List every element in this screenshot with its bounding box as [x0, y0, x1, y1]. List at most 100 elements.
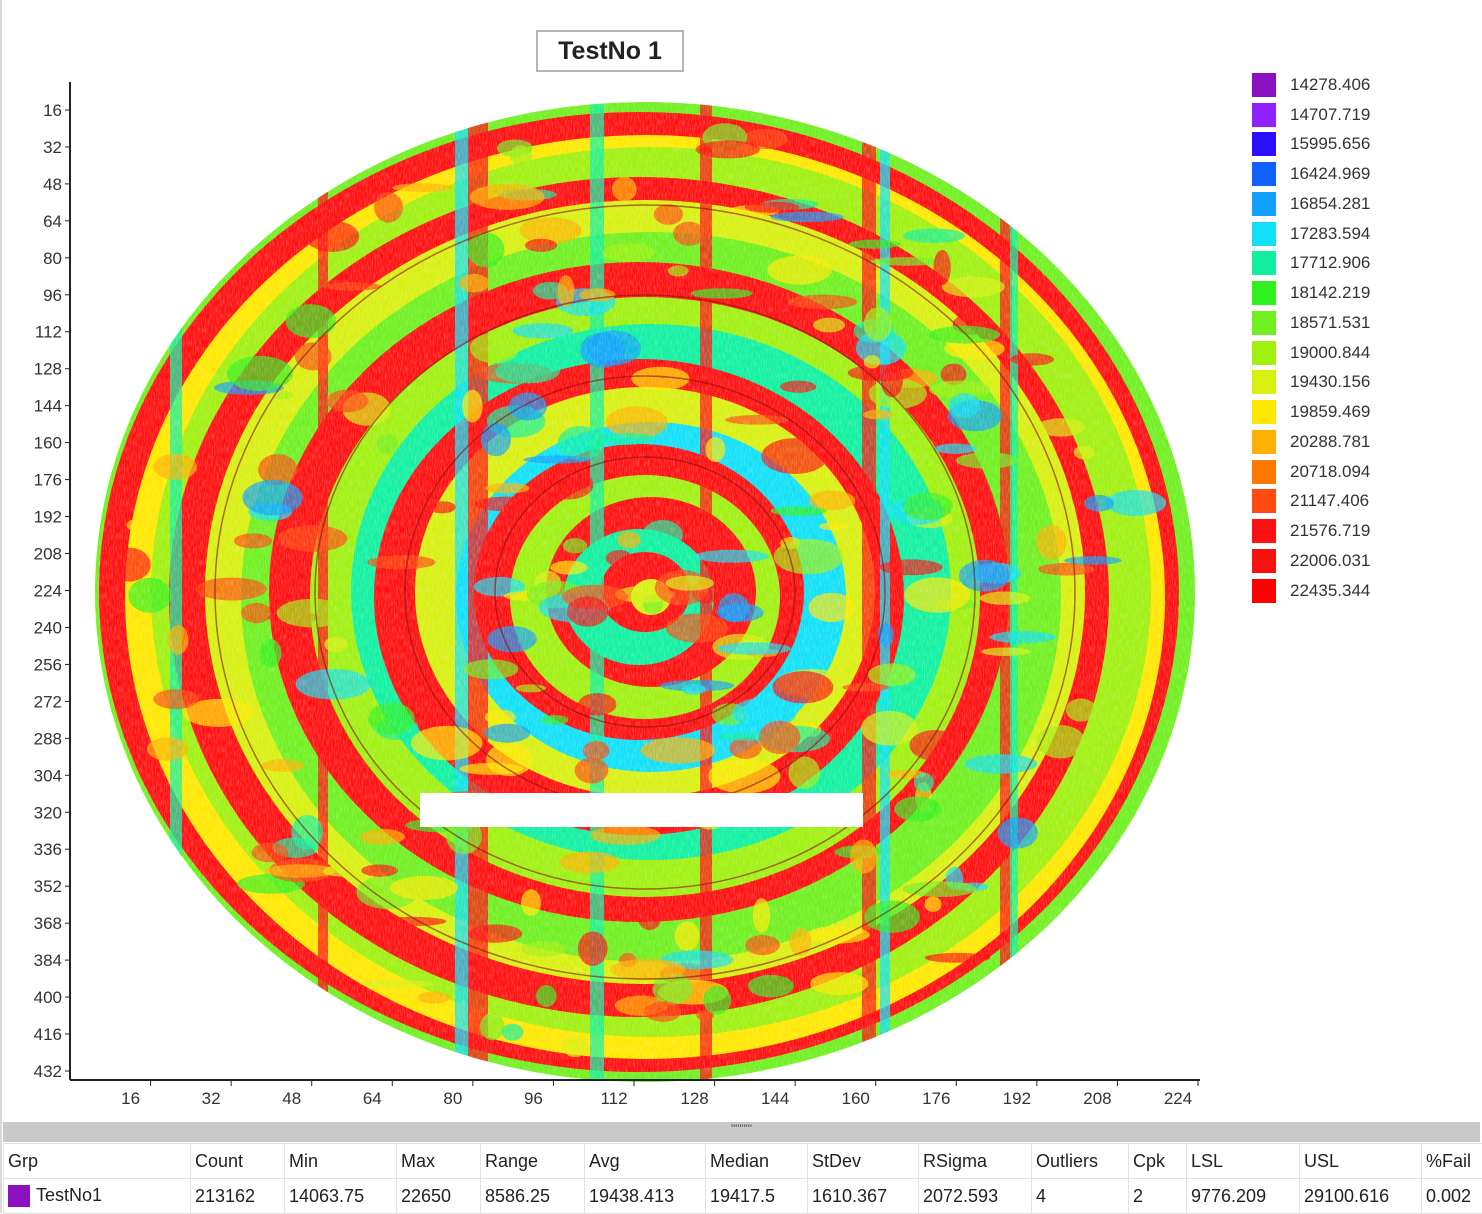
- table-cell: 19438.413: [585, 1179, 706, 1214]
- y-tick-label: 64: [43, 212, 62, 231]
- table-cell: 213162: [191, 1179, 285, 1214]
- legend-label: 16854.281: [1290, 194, 1370, 214]
- column-header[interactable]: Range: [481, 1144, 585, 1179]
- y-tick-label: 48: [43, 175, 62, 194]
- legend-swatch: [1252, 430, 1276, 454]
- group-color-swatch: [8, 1185, 30, 1207]
- legend-item: 20718.094: [1252, 457, 1452, 487]
- legend-swatch: [1252, 192, 1276, 216]
- wafer-heatmap: [90, 100, 1200, 1090]
- legend-swatch: [1252, 132, 1276, 156]
- legend-swatch: [1252, 549, 1276, 573]
- column-header[interactable]: Min: [285, 1144, 397, 1179]
- column-header[interactable]: Cpk: [1129, 1144, 1187, 1179]
- y-tick-label: 128: [34, 360, 62, 379]
- x-tick-label: 160: [842, 1089, 870, 1108]
- legend-swatch: [1252, 311, 1276, 335]
- y-tick-label: 16: [43, 101, 62, 120]
- legend-label: 17712.906: [1290, 253, 1370, 273]
- table-cell: 1610.367: [808, 1179, 919, 1214]
- legend-label: 15995.656: [1290, 134, 1370, 154]
- column-header[interactable]: RSigma: [919, 1144, 1032, 1179]
- column-header[interactable]: Grp: [4, 1144, 191, 1179]
- column-header[interactable]: USL: [1300, 1144, 1422, 1179]
- legend-item: 15995.656: [1252, 130, 1452, 160]
- legend-swatch: [1252, 281, 1276, 305]
- legend-item: 18571.531: [1252, 308, 1452, 338]
- legend-swatch: [1252, 251, 1276, 275]
- legend-label: 16424.969: [1290, 164, 1370, 184]
- column-header[interactable]: Outliers: [1032, 1144, 1129, 1179]
- column-header[interactable]: Max: [397, 1144, 481, 1179]
- y-tick-label: 176: [34, 471, 62, 490]
- grp-name: TestNo1: [36, 1185, 102, 1205]
- no-data-region: [420, 793, 863, 827]
- x-tick-label: 128: [680, 1089, 708, 1108]
- x-tick-label: 80: [443, 1089, 462, 1108]
- y-tick-label: 80: [43, 249, 62, 268]
- y-tick-label: 352: [34, 877, 62, 896]
- table-cell: 2072.593: [919, 1179, 1032, 1214]
- column-header[interactable]: LSL: [1187, 1144, 1300, 1179]
- x-tick-label: 64: [363, 1089, 382, 1108]
- y-tick-label: 384: [34, 951, 62, 970]
- column-header[interactable]: Count: [191, 1144, 285, 1179]
- table-cell: 19417.5: [706, 1179, 808, 1214]
- column-header[interactable]: %Fail: [1422, 1144, 1482, 1179]
- legend-item: 16424.969: [1252, 159, 1452, 189]
- x-tick-label: 176: [922, 1089, 950, 1108]
- y-tick-label: 304: [34, 766, 62, 785]
- y-tick-label: 192: [34, 508, 62, 527]
- legend-label: 20718.094: [1290, 462, 1370, 482]
- legend-swatch: [1252, 460, 1276, 484]
- y-tick-label: 256: [34, 655, 62, 674]
- y-tick-label: 224: [34, 581, 62, 600]
- color-legend: 14278.406 14707.719 15995.656 16424.969 1685…: [1252, 70, 1452, 606]
- x-tick-label: 224: [1164, 1089, 1192, 1108]
- legend-item: 16854.281: [1252, 189, 1452, 219]
- legend-label: 22435.344: [1290, 581, 1370, 601]
- legend-item: 21147.406: [1252, 487, 1452, 517]
- table-cell: 0.002: [1422, 1179, 1482, 1214]
- table-cell: 8586.25: [481, 1179, 585, 1214]
- chart-title: TestNo 1: [536, 30, 684, 72]
- splitter-grip[interactable]: '''''''''': [731, 1125, 752, 1133]
- legend-swatch: [1252, 103, 1276, 127]
- y-tick-label: 320: [34, 803, 62, 822]
- legend-label: 18142.219: [1290, 283, 1370, 303]
- y-tick-label: 208: [34, 545, 62, 564]
- legend-swatch: [1252, 579, 1276, 603]
- legend-label: 14707.719: [1290, 105, 1370, 125]
- table-cell: 22650: [397, 1179, 481, 1214]
- legend-item: 17712.906: [1252, 249, 1452, 279]
- y-tick-label: 400: [34, 988, 62, 1007]
- legend-swatch: [1252, 73, 1276, 97]
- legend-label: 21147.406: [1290, 491, 1369, 511]
- legend-swatch: [1252, 400, 1276, 424]
- legend-label: 18571.531: [1290, 313, 1370, 333]
- y-tick-label: 368: [34, 914, 62, 933]
- legend-label: 20288.781: [1290, 432, 1370, 452]
- legend-item: 17283.594: [1252, 219, 1452, 249]
- y-tick-label: 160: [34, 434, 62, 453]
- y-tick-label: 336: [34, 840, 62, 859]
- x-tick-label: 208: [1083, 1089, 1111, 1108]
- column-header[interactable]: Avg: [585, 1144, 706, 1179]
- column-header[interactable]: StDev: [808, 1144, 919, 1179]
- legend-item: 21576.719: [1252, 516, 1452, 546]
- legend-label: 14278.406: [1290, 75, 1370, 95]
- grp-cell[interactable]: TestNo1: [4, 1179, 191, 1214]
- column-header[interactable]: Median: [706, 1144, 808, 1179]
- y-tick-label: 96: [43, 286, 62, 305]
- x-tick-label: 32: [202, 1089, 221, 1108]
- table-cell: 4: [1032, 1179, 1129, 1214]
- table-cell: 2: [1129, 1179, 1187, 1214]
- legend-item: 14707.719: [1252, 100, 1452, 130]
- legend-item: 20288.781: [1252, 427, 1452, 457]
- panel-splitter[interactable]: '''''''''': [3, 1122, 1480, 1142]
- y-tick-label: 240: [34, 618, 62, 637]
- table-cell: 29100.616: [1300, 1179, 1422, 1214]
